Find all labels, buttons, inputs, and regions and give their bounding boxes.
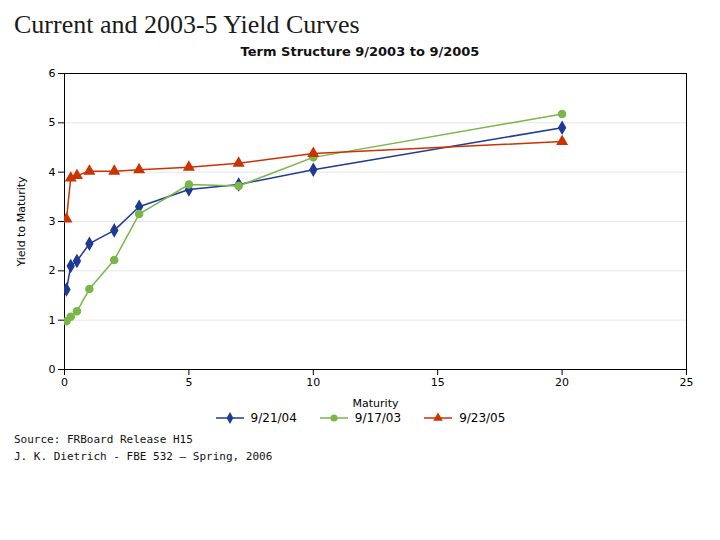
html-text:Source: FRBoard Release H15: Source: FRBoard Release H15 (14, 433, 193, 446)
svg-text:1: 1 (49, 314, 56, 327)
svg-text:4: 4 (49, 166, 56, 179)
svg-text:25: 25 (680, 376, 694, 389)
html-text:Current and 2003-5 Yield Curve: Current and 2003-5 Yield Curves (14, 10, 360, 39)
svg-text:Yield to Maturity: Yield to Maturity (15, 176, 28, 268)
svg-text:15: 15 (431, 376, 445, 389)
svg-text:0: 0 (61, 376, 68, 389)
html-text:9/21/04: 9/21/04 (250, 411, 297, 425)
html-text:9/23/05: 9/23/05 (459, 411, 506, 425)
html-text:9/17/03: 9/17/03 (354, 411, 402, 425)
svg-text:3: 3 (49, 215, 56, 228)
svg-text:5: 5 (185, 376, 192, 389)
svg-text:0: 0 (49, 363, 56, 376)
html-text:J. K. Dietrich - FBE 532 – Spr: J. K. Dietrich - FBE 532 – Spring, 2006 (14, 450, 273, 463)
svg-text:6: 6 (49, 67, 56, 80)
svg-text:20: 20 (555, 376, 569, 389)
svg-text:Maturity: Maturity (353, 397, 399, 410)
svg-text:10: 10 (306, 376, 320, 389)
svg-text:5: 5 (49, 116, 56, 129)
svg-text:2: 2 (49, 264, 56, 277)
html-text:Term Structure 9/2003 to 9/200: Term Structure 9/2003 to 9/2005 (240, 44, 480, 59)
